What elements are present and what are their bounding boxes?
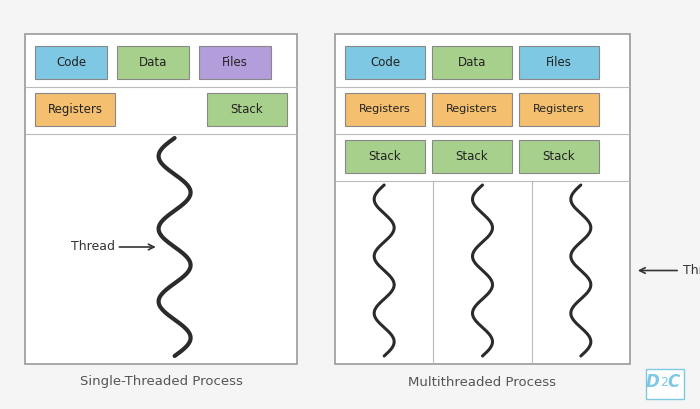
Text: Registers: Registers <box>446 105 498 115</box>
Bar <box>35 93 115 126</box>
Text: Stack: Stack <box>369 150 401 163</box>
Bar <box>519 93 599 126</box>
Text: Stack: Stack <box>456 150 489 163</box>
Bar <box>25 34 297 364</box>
Bar <box>646 369 684 399</box>
Text: Data: Data <box>458 56 486 69</box>
Text: Thread: Thread <box>683 264 700 277</box>
Bar <box>519 46 599 79</box>
Bar <box>207 93 287 126</box>
Text: Registers: Registers <box>359 105 411 115</box>
Text: Registers: Registers <box>533 105 585 115</box>
Text: D: D <box>646 373 660 391</box>
Bar <box>199 46 271 79</box>
Bar <box>345 140 425 173</box>
Text: Data: Data <box>139 56 167 69</box>
Text: Code: Code <box>56 56 86 69</box>
Text: C: C <box>668 373 680 391</box>
Text: 2: 2 <box>660 375 668 389</box>
Text: Stack: Stack <box>542 150 575 163</box>
Bar <box>35 46 107 79</box>
Text: Multithreaded Process: Multithreaded Process <box>409 375 556 389</box>
Text: Files: Files <box>546 56 572 69</box>
Text: Code: Code <box>370 56 400 69</box>
Bar <box>432 46 512 79</box>
Bar <box>519 140 599 173</box>
Text: Thread: Thread <box>71 240 115 254</box>
Bar <box>345 46 425 79</box>
Text: Files: Files <box>222 56 248 69</box>
Bar <box>335 34 630 364</box>
Text: Registers: Registers <box>48 103 102 116</box>
Text: Single-Threaded Process: Single-Threaded Process <box>80 375 242 389</box>
Bar <box>345 93 425 126</box>
Bar <box>432 140 512 173</box>
Bar <box>117 46 189 79</box>
Text: Stack: Stack <box>231 103 263 116</box>
Bar <box>432 93 512 126</box>
